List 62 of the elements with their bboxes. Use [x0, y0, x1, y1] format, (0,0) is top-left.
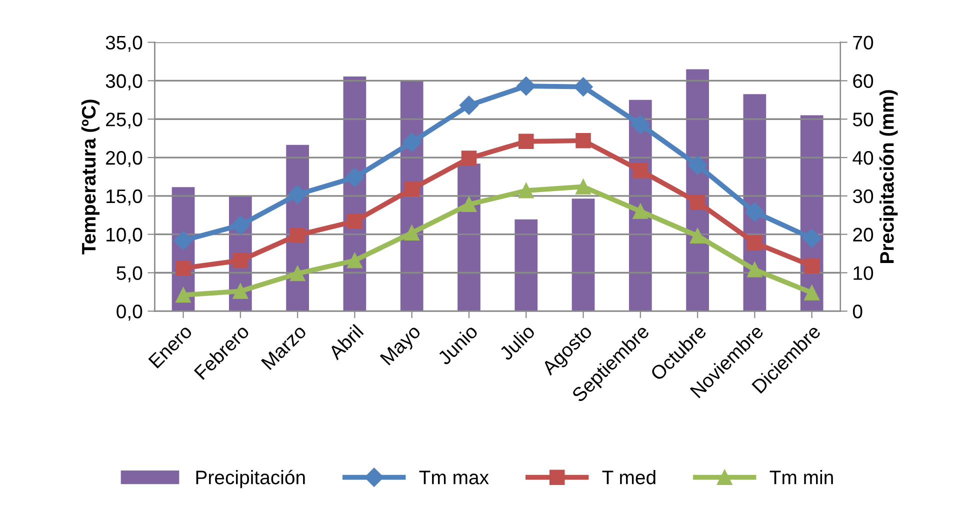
- point: [232, 252, 248, 268]
- y-tick-label: 15,0: [106, 189, 142, 206]
- point: [176, 287, 191, 303]
- point: [345, 168, 364, 188]
- point: [747, 262, 762, 278]
- bar: [458, 164, 480, 312]
- point: [745, 202, 764, 222]
- y2-tick-label: 70: [853, 36, 874, 50]
- y2-tick-label: 50: [852, 112, 874, 126]
- y-tick-label: 25,0: [106, 112, 142, 129]
- bar: [514, 219, 538, 312]
- point: [402, 132, 422, 152]
- point: [574, 77, 593, 96]
- y-tick-label: 0,0: [116, 304, 142, 321]
- point: [804, 285, 820, 300]
- point: [516, 76, 536, 96]
- legend-label: Tm min: [770, 470, 833, 484]
- point: [347, 214, 362, 229]
- point: [290, 227, 306, 243]
- point: [290, 266, 306, 282]
- y-tick-label: 35,0: [106, 36, 142, 52]
- bar: [572, 198, 595, 312]
- y2-tick-label: 20: [853, 228, 874, 242]
- point: [804, 258, 820, 274]
- point: [632, 204, 648, 219]
- point: [630, 114, 650, 134]
- y-tick-label: 30,0: [106, 74, 142, 90]
- point: [518, 182, 534, 198]
- x-tick-label: Julio: [498, 324, 536, 362]
- y2-axis-title: Precipitación (mm): [879, 90, 898, 263]
- point: [459, 96, 479, 115]
- point: [576, 179, 591, 194]
- y2-tick-label: 30: [852, 189, 874, 204]
- y-tick-label: 20,0: [106, 150, 142, 168]
- legend-label: Tm max: [419, 470, 489, 484]
- y2-tick-label: 0: [852, 304, 862, 318]
- y2-tick-label: 10: [854, 266, 874, 280]
- y2-tick-label: 40: [852, 150, 874, 165]
- point: [230, 216, 250, 235]
- y-tick-label: 5,0: [116, 266, 142, 282]
- point: [747, 235, 762, 250]
- point: [176, 260, 191, 276]
- y-axis-title: Temperatura (ºC): [81, 100, 100, 254]
- point: [632, 162, 648, 178]
- point: [288, 184, 308, 204]
- point: [461, 196, 477, 212]
- point: [404, 225, 420, 240]
- y2-tick-label: 60: [853, 74, 874, 88]
- point: [518, 134, 534, 150]
- point: [688, 156, 708, 175]
- y-tick-label: 10,0: [106, 228, 142, 244]
- point: [404, 181, 420, 197]
- point: [576, 132, 591, 148]
- legend-label: Precipitación: [196, 470, 305, 488]
- point: [174, 230, 193, 250]
- point: [690, 194, 706, 210]
- point: [690, 228, 706, 244]
- point: [802, 228, 822, 248]
- point: [461, 150, 477, 166]
- point: [232, 284, 248, 299]
- legend-label: T med: [602, 470, 656, 484]
- point: [347, 252, 362, 268]
